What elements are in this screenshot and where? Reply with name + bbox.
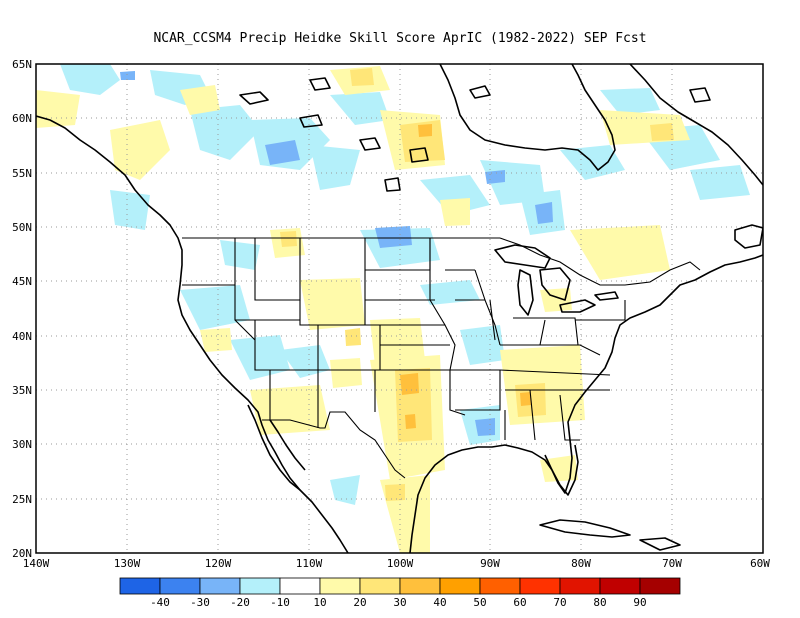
- colorbar-swatch: [159, 577, 201, 595]
- lat-label: 20N: [12, 547, 32, 560]
- graticule: [36, 64, 763, 553]
- colorbar-label: 70: [553, 596, 566, 609]
- colorbar-swatch: [359, 577, 401, 595]
- colorbar: [119, 577, 681, 595]
- skill-field: [36, 64, 750, 553]
- colorbar-swatch: [319, 577, 361, 595]
- colorbar-labels: -40 -30 -20 -10 10 20 30 40 50 60 70 80 90: [150, 596, 647, 609]
- lat-label: 40N: [12, 330, 32, 343]
- colorbar-label: 60: [513, 596, 526, 609]
- colorbar-label: 50: [473, 596, 486, 609]
- lon-label: 110W: [296, 557, 323, 570]
- political-borders: [182, 237, 701, 479]
- colorbar-label: 10: [313, 596, 326, 609]
- lon-label: 120W: [205, 557, 232, 570]
- colorbar-swatch: [599, 577, 641, 595]
- lat-label: 60N: [12, 112, 32, 125]
- coastlines: [36, 64, 763, 553]
- lon-label: 100W: [387, 557, 414, 570]
- colorbar-label: 40: [433, 596, 446, 609]
- lat-label: 55N: [12, 167, 32, 180]
- colorbar-swatch: [479, 577, 521, 595]
- lat-label: 50N: [12, 221, 32, 234]
- colorbar-swatch: [119, 577, 161, 595]
- colorbar-label: -20: [230, 596, 250, 609]
- map-frame: [35, 63, 764, 554]
- colorbar-swatch: [519, 577, 561, 595]
- lat-label: 45N: [12, 275, 32, 288]
- colorbar-label: -10: [270, 596, 290, 609]
- latitude-labels: 20N 25N 30N 35N 40N 45N 50N 55N 60N 65N: [12, 58, 32, 560]
- lon-label: 60W: [750, 557, 770, 570]
- lon-label: 70W: [662, 557, 682, 570]
- colorbar-swatch: [279, 577, 321, 595]
- negative-skill-patches: [60, 64, 750, 505]
- lon-label: 130W: [114, 557, 141, 570]
- colorbar-swatch: [399, 577, 441, 595]
- longitude-labels: 140W 130W 120W 110W 100W 90W 80W 70W 60W: [23, 557, 771, 570]
- positive-skill-peak: [400, 124, 531, 429]
- colorbar-swatch: [639, 577, 681, 595]
- lat-label: 35N: [12, 384, 32, 397]
- colorbar-swatch: [439, 577, 481, 595]
- lon-label: 140W: [23, 557, 50, 570]
- colorbar-label: 20: [353, 596, 366, 609]
- lat-label: 30N: [12, 438, 32, 451]
- colorbar-label: 90: [633, 596, 646, 609]
- map-title: NCAR_CCSM4 Precip Heidke Skill Score Apr…: [153, 31, 646, 46]
- lat-label: 65N: [12, 58, 32, 71]
- colorbar-label: -30: [190, 596, 210, 609]
- lon-label: 90W: [480, 557, 500, 570]
- colorbar-label: 80: [593, 596, 606, 609]
- lat-label: 25N: [12, 493, 32, 506]
- lon-label: 80W: [571, 557, 591, 570]
- colorbar-swatch: [239, 577, 281, 595]
- colorbar-label: -40: [150, 596, 170, 609]
- colorbar-swatch: [199, 577, 241, 595]
- negative-skill-strong: [120, 71, 553, 436]
- colorbar-label: 30: [393, 596, 406, 609]
- colorbar-swatch: [559, 577, 601, 595]
